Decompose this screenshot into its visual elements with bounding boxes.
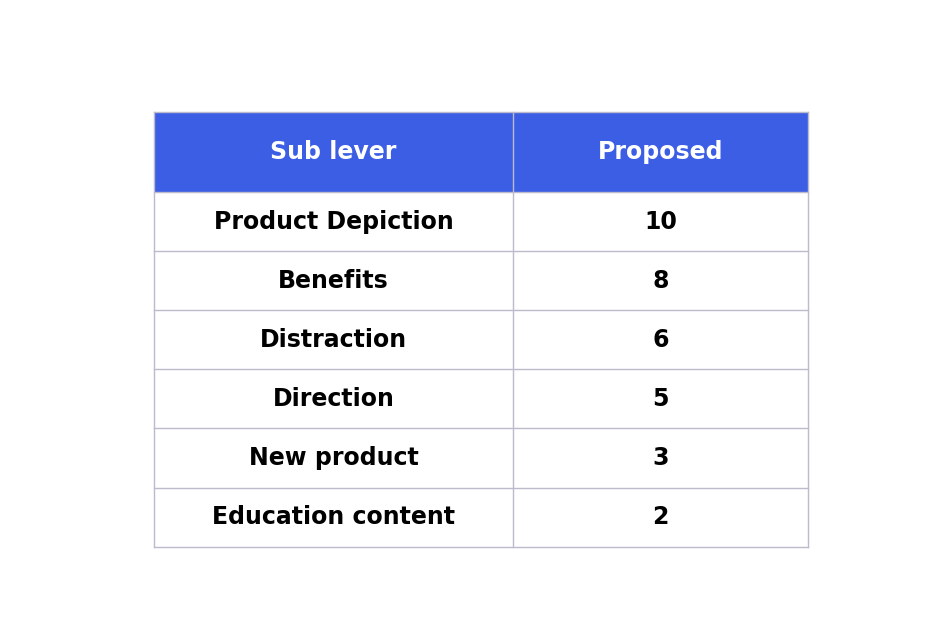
Text: New product: New product [249, 446, 418, 470]
Text: Direction: Direction [273, 387, 395, 411]
Text: Proposed: Proposed [598, 140, 723, 164]
Text: 2: 2 [653, 505, 669, 529]
Text: Distraction: Distraction [260, 328, 407, 352]
Text: 3: 3 [653, 446, 669, 470]
Text: 6: 6 [653, 328, 669, 352]
Text: Education content: Education content [212, 505, 455, 529]
Text: Sub lever: Sub lever [270, 140, 397, 164]
Text: 10: 10 [644, 210, 677, 234]
Text: 8: 8 [653, 269, 669, 293]
Text: Benefits: Benefits [279, 269, 389, 293]
Text: Product Depiction: Product Depiction [214, 210, 453, 234]
Text: 5: 5 [653, 387, 669, 411]
